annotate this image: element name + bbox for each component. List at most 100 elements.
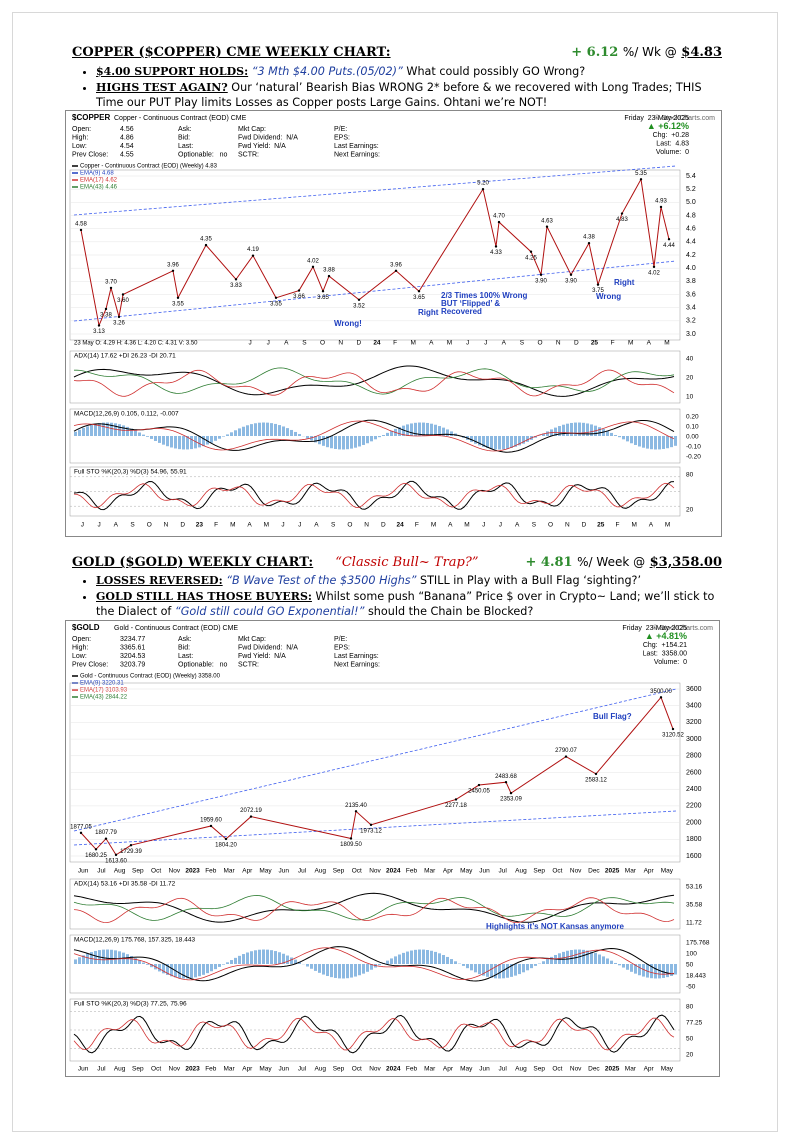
histogram-bar [142, 434, 145, 436]
info-field: Last Earnings: [334, 653, 379, 660]
y-tick-label: 3.4 [686, 305, 696, 312]
signal-line [73, 420, 675, 452]
histogram-bar [298, 434, 301, 436]
histogram-bar [498, 436, 501, 450]
pivot-point [671, 727, 675, 731]
price: $3,358.00 [649, 555, 722, 570]
pivot-point [481, 187, 485, 191]
y-tick-label: 3000 [686, 736, 702, 743]
histogram-bar [278, 952, 281, 964]
histogram-bar [626, 964, 629, 970]
histogram-bar [418, 949, 421, 964]
pivot-label: 2450.05 [468, 789, 490, 795]
histogram-bar [110, 949, 113, 964]
x-tick-label: Jun [279, 868, 290, 875]
histogram-bar [570, 422, 573, 436]
pivot-label: 3.83 [230, 283, 242, 289]
histogram-bar [358, 436, 361, 447]
pivot-label: 1807.79 [95, 830, 117, 836]
histogram-bar [146, 436, 149, 437]
annotation: Right [418, 308, 439, 317]
histogram-bar [586, 950, 589, 964]
histogram-bar [642, 436, 645, 448]
histogram-bar [298, 961, 301, 964]
chart: $COPPER Copper - Continuous Contract (EOD… [65, 110, 722, 537]
histogram-bar [382, 435, 385, 436]
bullet-em: “Gold still could GO Exponential!” [174, 605, 365, 618]
histogram-bar [606, 430, 609, 436]
pivot-label: 4.02 [307, 258, 319, 264]
histogram-bar [194, 964, 197, 978]
y-tick-label: 4.2 [686, 252, 696, 259]
pivot-label: 4.38 [583, 235, 595, 241]
histogram-bar [474, 436, 477, 444]
x-tick-label: Apr [242, 868, 253, 875]
histogram-bar [574, 422, 577, 436]
histogram-bar [242, 954, 245, 964]
histogram-bar [214, 436, 217, 441]
pivot-point [659, 205, 663, 209]
histogram-bar [150, 964, 153, 968]
histogram-bar [414, 949, 417, 964]
pivot-point [529, 250, 533, 253]
pivot-label: 1680.25 [85, 853, 107, 859]
pivot-label: 5.20 [477, 181, 489, 187]
histogram-bar [210, 964, 213, 972]
histogram-bar [442, 955, 445, 964]
histogram-bar [446, 956, 449, 964]
histogram-bar [578, 422, 581, 436]
histogram-bar [470, 964, 473, 971]
histogram-bar [510, 436, 513, 448]
info-field: Fwd Dividend: N/A [238, 644, 298, 651]
x-tick-label: May [661, 1066, 674, 1073]
histogram-bar [658, 964, 661, 979]
pivot-label: 3.65 [317, 295, 329, 301]
info-field: Bid: [178, 644, 190, 651]
info-field: Last Earnings: [334, 143, 379, 150]
x-tick-label: Jun [78, 1066, 89, 1073]
trend-line [73, 165, 677, 216]
histogram-bar [354, 964, 357, 977]
histogram-bar [286, 428, 289, 436]
x-tick-label: Aug [314, 868, 326, 875]
pivot-point [204, 243, 208, 247]
histogram-bar [410, 423, 413, 436]
pivot-point [234, 278, 238, 281]
indicator-tick: 10 [686, 394, 694, 401]
x-tick-label: Feb [406, 868, 418, 875]
histogram-bar [314, 436, 317, 443]
x-tick-label: A [284, 340, 289, 347]
histogram-bar [106, 949, 109, 964]
x-tick-label: A [448, 522, 453, 529]
title-change: + 4.81 %/ Week @ $3,358.00 [526, 555, 722, 570]
histogram-bar [590, 424, 593, 436]
indicator-tick: 175.768 [686, 940, 710, 947]
histogram-bar [334, 964, 337, 978]
y-tick-label: 5.2 [686, 186, 696, 193]
histogram-bar [110, 422, 113, 436]
pivot-point [569, 273, 573, 276]
histogram-bar [430, 950, 433, 964]
x-tick-label: Sep [533, 868, 545, 875]
x-tick-label: Aug [515, 1066, 527, 1073]
histogram-bar [198, 964, 201, 977]
pivot-point [357, 298, 361, 301]
y-tick-label: 3.2 [686, 318, 696, 325]
histogram-bar [258, 422, 261, 436]
x-tick-label: Apr [644, 1066, 655, 1073]
pivot-point [639, 178, 643, 181]
pivot-label: 4.25 [525, 255, 537, 261]
pivot-point [349, 837, 353, 840]
x-tick-label: Jul [499, 868, 508, 875]
histogram-bar [562, 424, 565, 436]
bullet-lead: LOSSES REVERSED: [96, 574, 223, 587]
indicator-tick: 50 [686, 962, 694, 969]
histogram-bar [178, 436, 181, 450]
histogram-bar [390, 958, 393, 964]
histogram-bar [194, 436, 197, 449]
indicator-line [74, 367, 675, 395]
x-tick-label: F [214, 522, 218, 529]
histogram-bar [290, 429, 293, 436]
pivot-label: 1973.12 [360, 828, 382, 834]
histogram-bar [654, 964, 657, 979]
